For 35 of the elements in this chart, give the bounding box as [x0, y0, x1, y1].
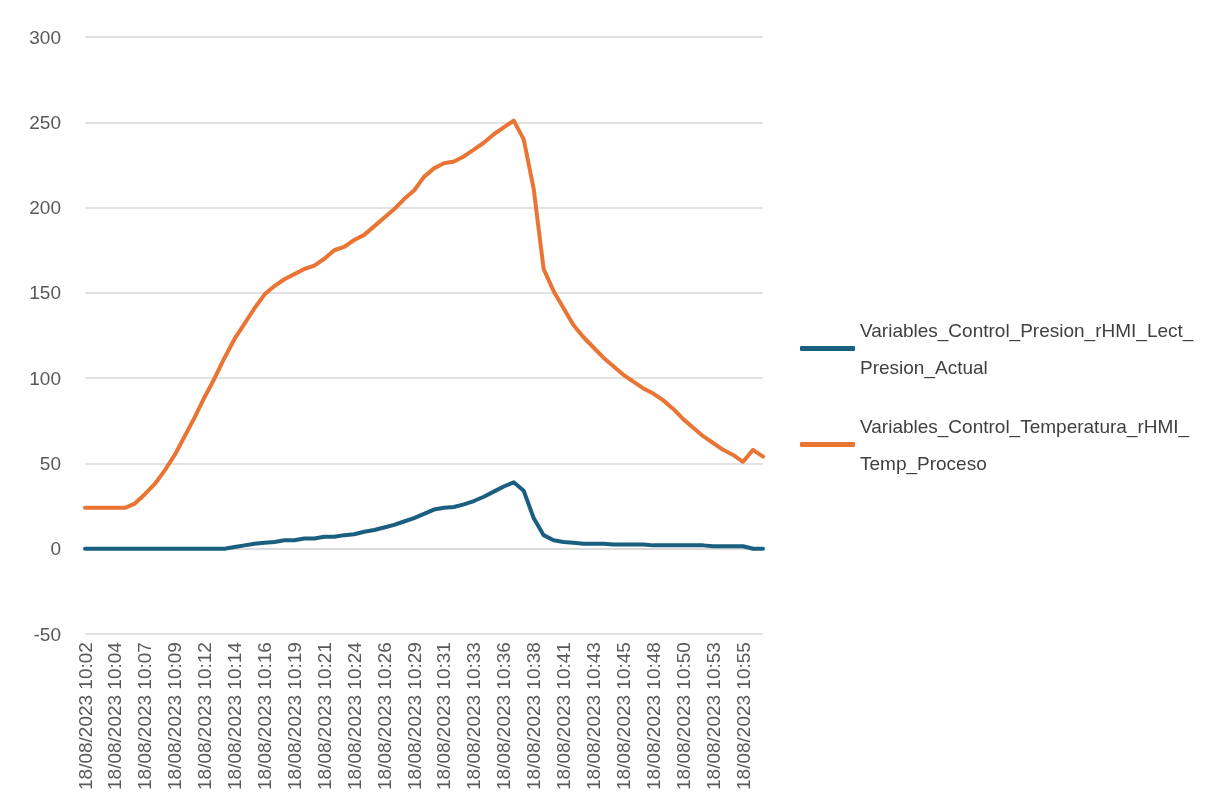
- y-tick-label: -50: [33, 623, 61, 645]
- x-tick-label: 18/08/2023 10:24: [343, 641, 365, 790]
- line-series: [83, 480, 765, 551]
- x-tick-label: 18/08/2023 10:50: [672, 642, 694, 790]
- x-tick-label: 18/08/2023 10:07: [134, 642, 156, 790]
- y-tick-label: 250: [29, 111, 61, 133]
- x-tick-label: 18/08/2023 10:12: [194, 642, 216, 790]
- legend-label: Variables_Control_Temperatura_rHMI_Temp_Proceso: [860, 415, 1190, 475]
- y-tick-label: 150: [29, 282, 61, 304]
- x-tick-label: 18/08/2023 10:45: [612, 642, 634, 790]
- y-tick-label: 300: [29, 26, 61, 48]
- x-tick-label: 18/08/2023 10:21: [313, 642, 335, 790]
- x-tick-label: 18/08/2023 10:02: [74, 642, 96, 790]
- x-tick-label: 18/08/2023 10:26: [373, 642, 395, 790]
- x-tick-label: 18/08/2023 10:43: [583, 642, 604, 790]
- x-tick-label: 18/08/2023 10:19: [283, 642, 305, 790]
- x-tick-label: 18/08/2023 10:36: [493, 642, 515, 790]
- y-tick-label: 100: [29, 367, 61, 389]
- x-tick-label: 18/08/2023 10:48: [642, 642, 664, 790]
- line-series: [83, 118, 765, 510]
- x-tick-label: 18/08/2023 10:33: [463, 642, 485, 790]
- x-tick-label: 18/08/2023 10:55: [732, 642, 754, 790]
- legend-label: Variables_Control_Presion_rHMI_Lect_Presion_Actual: [860, 319, 1194, 379]
- x-tick-label: 18/08/2023 10:09: [164, 642, 186, 790]
- y-tick-label: 50: [39, 452, 61, 474]
- x-tick-label: 18/08/2023 10:38: [523, 642, 545, 790]
- y-tick-label: 0: [50, 538, 61, 560]
- x-tick-label: 18/08/2023 10:53: [702, 642, 724, 790]
- x-tick-label: 18/08/2023 10:14: [224, 641, 246, 790]
- x-tick-label: 18/08/2023 10:16: [253, 642, 275, 790]
- x-tick-label: 18/08/2023 10:04: [104, 641, 126, 790]
- y-tick-label: 200: [29, 197, 61, 219]
- x-tick-label: 18/08/2023 10:31: [433, 642, 455, 790]
- x-tick-label: 18/08/2023 10:41: [553, 642, 575, 790]
- x-tick-label: 18/08/2023 10:29: [403, 642, 425, 790]
